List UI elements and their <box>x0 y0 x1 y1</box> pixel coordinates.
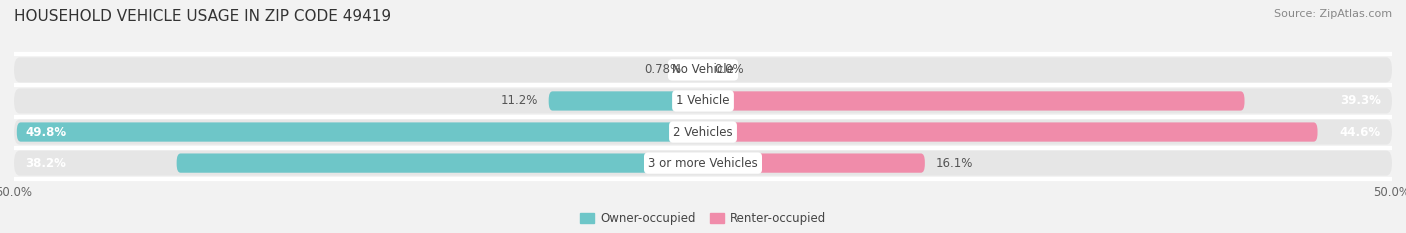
Text: 0.78%: 0.78% <box>644 63 682 76</box>
FancyBboxPatch shape <box>14 151 1392 176</box>
Text: 16.1%: 16.1% <box>936 157 973 170</box>
Text: No Vehicle: No Vehicle <box>672 63 734 76</box>
Text: 3 or more Vehicles: 3 or more Vehicles <box>648 157 758 170</box>
Legend: Owner-occupied, Renter-occupied: Owner-occupied, Renter-occupied <box>579 212 827 225</box>
FancyBboxPatch shape <box>177 154 703 173</box>
FancyBboxPatch shape <box>703 122 1317 142</box>
FancyBboxPatch shape <box>14 120 1392 144</box>
FancyBboxPatch shape <box>692 60 703 79</box>
Text: 39.3%: 39.3% <box>1340 94 1381 107</box>
Text: 44.6%: 44.6% <box>1340 126 1381 139</box>
Text: 38.2%: 38.2% <box>25 157 66 170</box>
Text: 1 Vehicle: 1 Vehicle <box>676 94 730 107</box>
Text: 11.2%: 11.2% <box>501 94 537 107</box>
FancyBboxPatch shape <box>14 57 1392 82</box>
Text: 2 Vehicles: 2 Vehicles <box>673 126 733 139</box>
Text: HOUSEHOLD VEHICLE USAGE IN ZIP CODE 49419: HOUSEHOLD VEHICLE USAGE IN ZIP CODE 4941… <box>14 9 391 24</box>
FancyBboxPatch shape <box>548 91 703 111</box>
FancyBboxPatch shape <box>14 89 1392 113</box>
Text: 0.0%: 0.0% <box>714 63 744 76</box>
Text: Source: ZipAtlas.com: Source: ZipAtlas.com <box>1274 9 1392 19</box>
FancyBboxPatch shape <box>703 154 925 173</box>
FancyBboxPatch shape <box>17 122 703 142</box>
Text: 49.8%: 49.8% <box>25 126 66 139</box>
FancyBboxPatch shape <box>703 91 1244 111</box>
